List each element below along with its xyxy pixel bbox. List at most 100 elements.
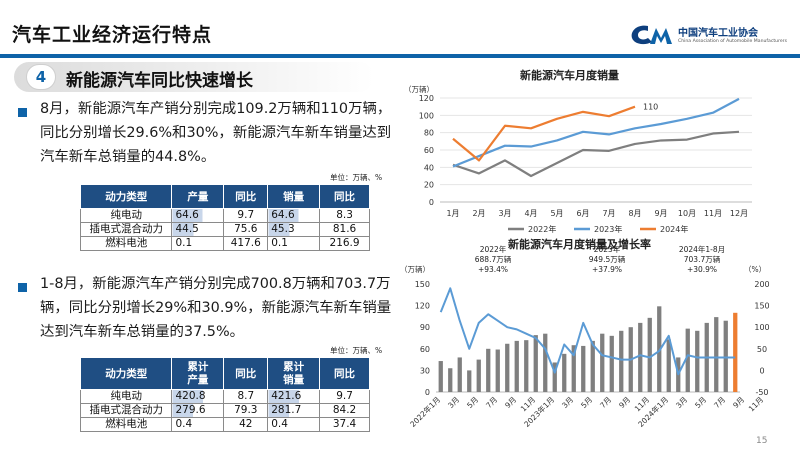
bar bbox=[457, 357, 462, 392]
x-tick-label: 5月 bbox=[693, 395, 708, 410]
x-tick-label: 11月 bbox=[747, 395, 765, 413]
year-summary-label: 703.7万辆 bbox=[684, 254, 721, 264]
y-tick-label: 0 bbox=[425, 388, 430, 397]
bar bbox=[647, 317, 652, 392]
table-row: 燃料电池 0.1 417.6 0.1 216.9 bbox=[79, 236, 370, 251]
year-summary-label: +30.9% bbox=[687, 265, 717, 274]
table-cell: 75.6 bbox=[223, 222, 269, 237]
section-title: 新能源汽车同比快速增长 bbox=[66, 71, 253, 91]
table-cell: 燃料电池 bbox=[79, 417, 173, 432]
page-title: 汽车工业经济运行特点 bbox=[12, 24, 213, 46]
y2-tick-label: 100 bbox=[754, 323, 769, 332]
y-tick-label: 20 bbox=[424, 181, 434, 190]
bar bbox=[714, 317, 719, 392]
table-cell: 0.4 bbox=[267, 417, 321, 432]
chart1-title: 新能源汽车月度销量 bbox=[520, 69, 619, 82]
bar bbox=[467, 370, 472, 392]
y2-tick-label: 0 bbox=[759, 366, 764, 375]
table-row: 纯电动 64.6 9.7 64.6 8.3 bbox=[79, 208, 370, 223]
y-tick-label: 80 bbox=[424, 129, 434, 138]
growth-rate-line bbox=[439, 287, 736, 376]
y2-tick-label: -50 bbox=[755, 388, 768, 397]
bar bbox=[495, 349, 500, 392]
y2-axis-label: （%） bbox=[744, 265, 766, 274]
table-header-line: 累计 bbox=[187, 360, 209, 373]
x-tick-label: 1月 bbox=[446, 209, 459, 218]
bar bbox=[571, 345, 576, 392]
y2-tick-label: 50 bbox=[757, 345, 767, 354]
x-tick-label: 9月 bbox=[617, 395, 632, 410]
x-tick-label: 3月 bbox=[498, 209, 511, 218]
x-tick-label: 5月 bbox=[579, 395, 594, 410]
table-cell: 64.6 bbox=[267, 208, 321, 223]
x-tick-label: 2月 bbox=[472, 209, 485, 218]
y-tick-label: 30 bbox=[420, 366, 430, 375]
bar bbox=[609, 335, 614, 392]
chart2-title: 新能源汽车月度销量及增长率 bbox=[508, 238, 651, 251]
table-cell: 纯电动 bbox=[79, 208, 173, 223]
table-cell: 9.7 bbox=[223, 208, 269, 223]
legend-label: 2023年 bbox=[594, 224, 622, 234]
table-august: 动力类型 产量 同比 销量 同比 纯电动 64.6 9.7 64.6 8.3 插电式混合动力 44.… bbox=[79, 184, 370, 251]
bullet-square-icon bbox=[14, 101, 34, 121]
x-tick-label: 3月 bbox=[674, 395, 689, 410]
table-cell: 37.4 bbox=[319, 417, 370, 432]
table-header-cell: 产量 bbox=[171, 184, 225, 209]
x-tick-label: 9月 bbox=[654, 209, 667, 218]
y2-tick-label: 150 bbox=[754, 302, 769, 311]
bar bbox=[638, 322, 643, 392]
table-header-cell: 累计 产量 bbox=[171, 357, 225, 390]
table-cell: 插电式混合动力 bbox=[79, 403, 173, 418]
y-axis-label: （万辆） bbox=[404, 84, 434, 94]
paragraph-august: 8月，新能源汽车产销分别完成109.2万辆和110万辆，同比分别增长29.6%和… bbox=[40, 101, 392, 165]
table-header-line: 产量 bbox=[187, 373, 209, 386]
table-cell: 42 bbox=[223, 417, 269, 432]
logo-text-cn: 中国汽车工业协会 bbox=[678, 28, 758, 39]
table-cell: 81.6 bbox=[319, 222, 370, 237]
x-tick-label: 7月 bbox=[598, 395, 613, 410]
x-tick-label: 6月 bbox=[576, 209, 589, 218]
bar bbox=[486, 348, 491, 392]
table-header-cell: 同比 bbox=[319, 357, 370, 390]
bar bbox=[695, 330, 700, 392]
table-cell: 417.6 bbox=[223, 236, 269, 251]
data-label: 110 bbox=[643, 103, 658, 112]
legend-label: 2022年 bbox=[528, 224, 556, 234]
table-cell: 0.4 bbox=[171, 417, 225, 432]
bar bbox=[448, 368, 453, 392]
logo-text-en: China Association of Automobile Manufact… bbox=[678, 39, 787, 44]
monthly-sales-growth-chart: （万辆） （%） 0 30 60 90 120 150 -50 0 50 100 150 200 2022年… bbox=[400, 244, 770, 429]
x-tick-label: 9月 bbox=[503, 395, 518, 410]
year-summary-label: 2023年 bbox=[594, 244, 621, 254]
year-summary-label: +93.4% bbox=[478, 265, 508, 274]
x-tick-label: 12月 bbox=[730, 209, 748, 218]
series-line-2023年 bbox=[452, 97, 740, 168]
bar bbox=[590, 340, 595, 392]
bar bbox=[619, 330, 624, 392]
table-cell: 9.7 bbox=[319, 389, 370, 404]
bar bbox=[666, 339, 671, 392]
y-tick-label: 60 bbox=[424, 146, 434, 155]
table2-unit: 单位：万辆、% bbox=[330, 346, 383, 355]
table-row: 插电式混合动力 44.5 75.6 45.3 81.6 bbox=[79, 222, 370, 237]
y-tick-label: 150 bbox=[415, 280, 430, 289]
table-cell: 8.7 bbox=[223, 389, 269, 404]
y2-tick-label: 200 bbox=[754, 280, 769, 289]
paragraph-jan-aug: 1-8月，新能源汽车产销分别完成700.8万辆和703.7万辆，同比分别增长29… bbox=[40, 276, 392, 340]
table-header-line: 销量 bbox=[283, 373, 305, 386]
table-cell: 79.3 bbox=[223, 403, 269, 418]
x-tick-label: 4月 bbox=[524, 209, 537, 218]
year-summary-label: 2024年1-8月 bbox=[679, 244, 725, 254]
series-line-2024年 bbox=[452, 105, 636, 162]
legend-label: 2024年 bbox=[660, 224, 688, 234]
table-cell: 45.3 bbox=[267, 222, 321, 237]
caam-logo-icon bbox=[631, 25, 672, 45]
x-tick-label: 7月 bbox=[602, 209, 615, 218]
table-header-line: 累计 bbox=[283, 360, 305, 373]
bar bbox=[581, 345, 586, 392]
table-cell: 燃料电池 bbox=[79, 236, 173, 251]
bar bbox=[505, 343, 510, 392]
table-header-cell: 同比 bbox=[319, 184, 370, 209]
section-number: 4 bbox=[26, 64, 56, 90]
table-header-cell: 同比 bbox=[223, 357, 269, 390]
